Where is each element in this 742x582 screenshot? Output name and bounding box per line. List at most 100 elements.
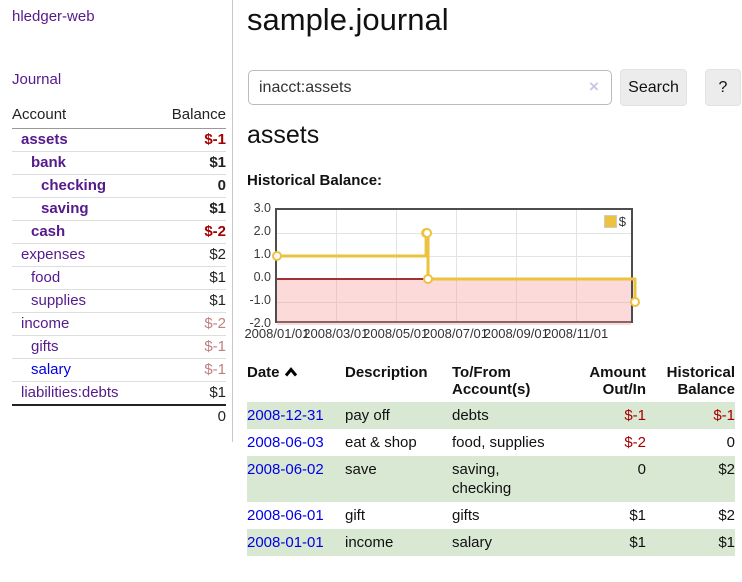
x-axis-tick: 2008/05/01 [363,326,429,341]
help-button[interactable]: ? [705,69,741,106]
transaction-amount: $1 [629,534,646,551]
account-row: checking 0 [12,174,226,198]
transaction-amount: $1 [629,507,646,524]
transaction-date-link[interactable]: 2008-01-01 [247,534,324,551]
account-balance: $-2 [153,220,226,244]
transaction-amount: 0 [637,461,646,478]
transaction-balance: $2 [718,507,735,524]
transaction-amount: $-2 [624,434,646,451]
negative-region [277,279,631,325]
search-button[interactable]: Search [620,69,687,106]
account-link-cash[interactable]: cash [31,223,66,240]
account-heading: assets [247,121,320,149]
x-axis-tick: 2008/11/01 [544,326,609,341]
account-row: expenses $2 [12,243,226,267]
y-axis-tick: 1.0 [253,247,271,261]
accounts-header-account: Account [12,103,154,129]
transaction-date-link[interactable]: 2008-06-01 [247,507,324,524]
x-axis-tick: 2008/01/01 [244,326,310,341]
transaction-row[interactable]: 2008-06-03 eat & shop food, supplies $-2… [247,429,735,456]
transaction-amount: $-1 [624,407,646,424]
transaction-balance: $2 [718,461,735,478]
transaction-accounts: saving, checking [452,461,512,497]
header-description: Description [345,364,428,381]
transaction-row[interactable]: 2008-01-01 income salary $1 $1 [247,529,735,556]
page-title: sample.journal [247,2,449,37]
chart-title: Historical Balance: [247,172,383,189]
header-amount: Amount Out/In [589,364,646,398]
transaction-date-link[interactable]: 2008-06-02 [247,461,324,478]
account-balance: $1 [153,289,226,313]
y-axis-tick: -1.0 [249,293,271,307]
y-axis-tick: 3.0 [253,201,271,215]
chart-legend: $ [603,214,626,229]
transaction-row[interactable]: 2008-06-02 save saving, checking 0 $2 [247,456,735,502]
sidebar: hledger-web Journal Account Balance asse… [0,0,233,442]
account-link-food[interactable]: food [31,269,61,286]
search-input[interactable] [248,70,612,105]
transaction-description: save [345,461,377,478]
app-title-link[interactable]: hledger-web [12,8,95,25]
header-accounts: To/From Account(s) [452,364,531,398]
account-link-income[interactable]: income [21,315,70,332]
accounts-header-balance: Balance [153,103,226,129]
account-balance: $-1 [153,358,226,382]
account-row: food $1 [12,266,226,290]
account-balance: $1 [153,266,226,290]
sort-asc-icon [284,364,298,381]
transaction-date-link[interactable]: 2008-12-31 [247,407,324,424]
transaction-accounts: salary [452,534,493,551]
account-link-gifts[interactable]: gifts [31,338,59,355]
account-row: cash $-2 [12,220,226,244]
x-axis-tick: 2008/07/01 [422,326,489,341]
account-link-bank[interactable]: bank [31,154,67,171]
y-axis-tick: 0.0 [253,270,271,284]
account-link-supplies[interactable]: supplies [31,292,87,309]
x-axis-tick: 2008/09/01 [483,326,549,341]
transaction-description: eat & shop [345,434,417,451]
account-balance: $2 [153,243,226,267]
account-balance: $-2 [153,312,226,336]
accounts-total-balance: 0 [153,404,226,428]
account-row: salary $-1 [12,358,226,382]
transaction-balance: 0 [726,434,735,451]
account-link-salary[interactable]: salary [31,361,72,378]
transactions-header-row: Date Description To/From Account(s) Amou… [247,360,735,402]
account-row: assets $-1 [12,129,226,152]
account-link-checking[interactable]: checking [41,177,107,194]
account-row: saving $1 [12,197,226,221]
transaction-accounts: gifts [452,507,480,524]
y-axis-tick: 2.0 [253,224,271,238]
transaction-accounts: food, supplies [452,434,545,451]
search-form: × Search ? [247,69,742,106]
legend-label: $ [618,214,626,229]
transaction-date-link[interactable]: 2008-06-03 [247,434,324,451]
balance-line-series [272,228,640,307]
transaction-description: gift [345,507,366,524]
account-balance: $-1 [204,131,226,148]
y-axis-tick: -2.0 [249,316,271,330]
header-date[interactable]: Date [247,360,345,402]
account-link-saving[interactable]: saving [41,200,89,217]
transaction-row[interactable]: 2008-12-31 pay off debts $-1 $-1 [247,402,735,429]
sidebar-item-journal[interactable]: Journal [12,71,62,88]
clear-search-icon[interactable]: × [589,77,599,96]
account-row: supplies $1 [12,289,226,313]
account-link-assets[interactable]: assets [21,131,68,148]
transaction-row[interactable]: 2008-06-01 gift gifts $1 $2 [247,502,735,529]
account-row: bank $1 [12,151,226,175]
accounts-table: Account Balance assets $-1 bank $1 check… [12,103,226,428]
transaction-description: pay off [345,407,390,424]
account-balance: 0 [153,174,226,198]
account-balance: $1 [153,151,226,175]
historical-balance-chart: $ 3.0 2.0 1.0 0.0 -1.0 -2.0 2008/01/01 2008/03/… [244,200,667,345]
account-link-expenses[interactable]: expenses [21,246,86,263]
transaction-description: income [345,534,394,551]
plot-area: $ [272,208,640,325]
transaction-accounts: debts [452,407,489,424]
account-link-liabilities-debts[interactable]: liabilities:debts [21,384,119,401]
accounts-header-row: Account Balance [12,103,226,129]
x-axis-tick: 2008/03/01 [303,326,369,341]
account-balance: $1 [153,381,226,405]
